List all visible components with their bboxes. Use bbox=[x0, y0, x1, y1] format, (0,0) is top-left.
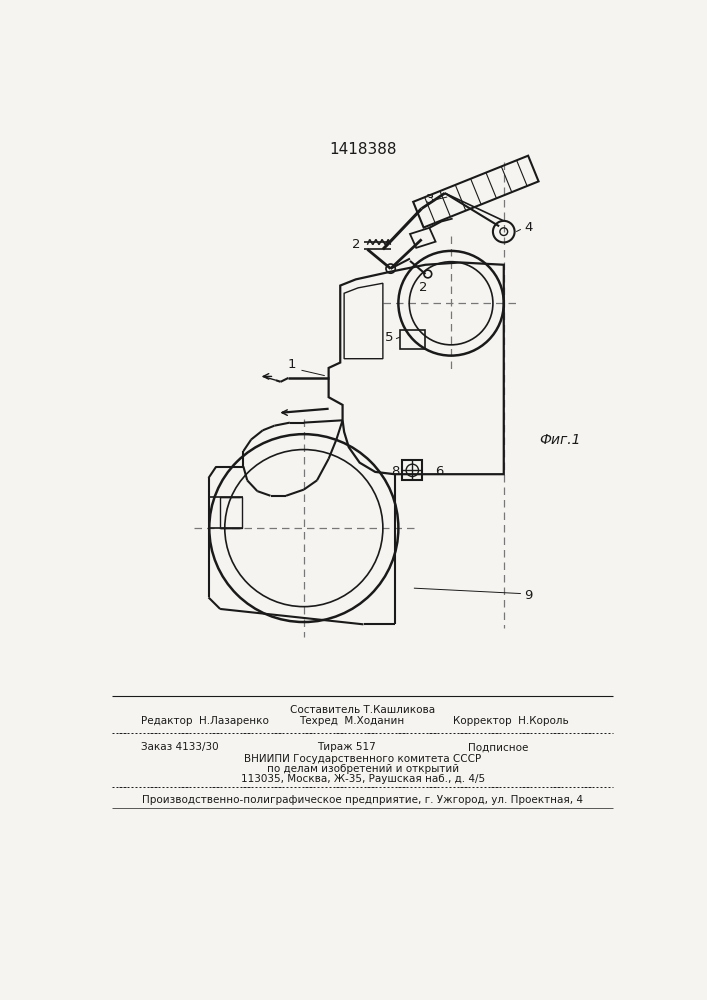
Text: Заказ 4133/30: Заказ 4133/30 bbox=[141, 742, 218, 752]
Bar bbox=[220, 497, 242, 528]
Bar bbox=[402, 460, 422, 480]
Text: Техред  М.Ходанин: Техред М.Ходанин bbox=[299, 716, 404, 726]
Text: 1418388: 1418388 bbox=[329, 142, 397, 157]
Text: 4: 4 bbox=[524, 221, 532, 234]
Text: 5: 5 bbox=[385, 331, 394, 344]
Text: 1: 1 bbox=[287, 358, 296, 371]
Text: 2: 2 bbox=[351, 238, 360, 251]
Text: Подписное: Подписное bbox=[468, 742, 529, 752]
Text: Составитель Т.Кашликова: Составитель Т.Кашликова bbox=[290, 705, 436, 715]
Text: по делам изобретений и открытий: по делам изобретений и открытий bbox=[267, 764, 459, 774]
Text: 8: 8 bbox=[392, 465, 400, 478]
Text: Тираж 517: Тираж 517 bbox=[317, 742, 375, 752]
Text: 6: 6 bbox=[436, 465, 444, 478]
Text: Редактор  Н.Лазаренко: Редактор Н.Лазаренко bbox=[141, 716, 269, 726]
Text: Фиг.1: Фиг.1 bbox=[539, 433, 581, 447]
Text: 3: 3 bbox=[426, 193, 435, 206]
Text: Корректор  Н.Король: Корректор Н.Король bbox=[452, 716, 568, 726]
Text: Производственно-полиграфическое предприятие, г. Ужгород, ул. Проектная, 4: Производственно-полиграфическое предприя… bbox=[142, 795, 583, 805]
Text: 113035, Москва, Ж-35, Раушская наб., д. 4/5: 113035, Москва, Ж-35, Раушская наб., д. … bbox=[240, 774, 485, 784]
Bar bbox=[400, 330, 425, 349]
Text: 9: 9 bbox=[524, 589, 532, 602]
Text: ВНИИПИ Государственного комитета СССР: ВНИИПИ Государственного комитета СССР bbox=[244, 754, 481, 764]
Text: 2: 2 bbox=[419, 281, 428, 294]
